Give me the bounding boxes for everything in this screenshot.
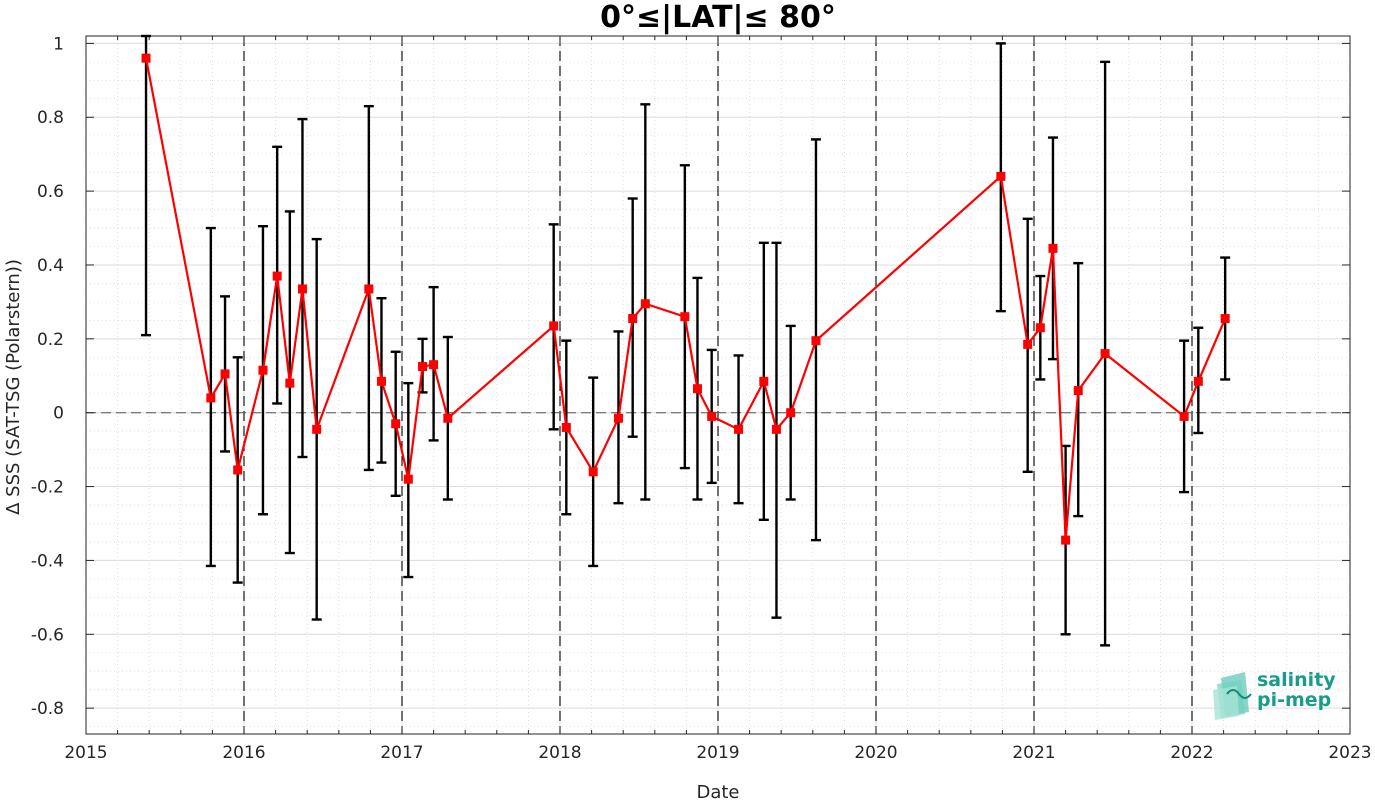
data-point-marker <box>1100 349 1110 359</box>
x-tick-label: 2023 <box>1328 743 1371 763</box>
data-point-marker <box>613 413 623 423</box>
data-point-marker <box>1073 386 1083 396</box>
y-tick-label: -0.6 <box>31 625 64 645</box>
data-point-marker <box>1035 323 1045 333</box>
data-point-marker <box>220 369 230 379</box>
logo-line2: pi-mep <box>1257 689 1331 711</box>
y-tick-label: 0.6 <box>37 182 64 202</box>
data-point-marker <box>786 408 796 418</box>
data-point-marker <box>312 424 322 434</box>
data-point-marker <box>364 284 374 294</box>
series-markers <box>141 53 1230 545</box>
data-point-marker <box>272 271 282 281</box>
data-point-marker <box>734 424 744 434</box>
data-point-marker <box>141 53 151 63</box>
data-point-marker <box>297 284 307 294</box>
x-tick-label: 2016 <box>222 743 265 763</box>
x-tick-label: 2015 <box>64 743 107 763</box>
data-point-marker <box>429 360 439 370</box>
salinity-pi-mep-logo: salinity pi-mep <box>1213 669 1336 720</box>
data-point-marker <box>707 411 717 421</box>
data-point-marker <box>628 314 638 324</box>
x-tick-label: 2021 <box>1012 743 1055 763</box>
data-point-marker <box>258 365 268 375</box>
y-tick-label: 0.8 <box>37 108 64 128</box>
x-tick-label: 2022 <box>1170 743 1213 763</box>
y-tick-label: 1 <box>53 34 64 54</box>
data-point-marker <box>443 413 453 423</box>
data-point-marker <box>588 467 598 477</box>
data-point-marker <box>376 376 386 386</box>
x-tick-label: 2018 <box>538 743 581 763</box>
x-tick-label: 2020 <box>854 743 897 763</box>
data-point-marker <box>1220 314 1230 324</box>
x-axis-title: Date <box>696 782 739 801</box>
y-tick-labels: -0.8 -0.6 -0.4 -0.2 0 0.2 0.4 0.6 0.8 1 <box>31 34 64 719</box>
data-point-marker <box>1023 339 1033 349</box>
data-point-marker <box>403 474 413 484</box>
y-tick-label: -0.2 <box>31 478 64 498</box>
y-tick-label: -0.4 <box>31 551 64 571</box>
axis-ticks <box>85 36 1351 734</box>
series-line <box>144 57 1227 541</box>
data-point-marker <box>561 422 571 432</box>
data-point-marker <box>206 393 216 403</box>
data-point-marker <box>771 424 781 434</box>
y-axis-title: Δ SSS (SAT-TSG (Polarstern)) <box>3 259 24 515</box>
data-point-marker <box>285 378 295 388</box>
y-tick-label: -0.8 <box>31 699 64 719</box>
data-point-marker <box>1061 535 1071 545</box>
x-tick-label: 2017 <box>380 743 423 763</box>
data-point-marker <box>1179 411 1189 421</box>
data-point-marker <box>759 376 769 386</box>
y-tick-label: 0.4 <box>37 256 64 276</box>
data-point-marker <box>1048 243 1058 253</box>
data-point-marker <box>640 299 650 309</box>
x-tick-labels: 2015 2016 2017 2018 2019 2020 2021 2022 2023 <box>64 743 1371 763</box>
chart-title: 0°≤|LAT|≤ 80° <box>600 0 836 35</box>
data-point-marker <box>418 362 428 372</box>
error-bar <box>141 34 152 337</box>
data-point-marker <box>391 419 401 429</box>
y-tick-label: 0.2 <box>37 330 64 350</box>
logo-line1: salinity <box>1257 669 1336 691</box>
data-point-marker <box>233 465 243 475</box>
data-point-marker <box>1193 376 1203 386</box>
data-point-marker <box>692 384 702 394</box>
data-point-marker <box>811 336 821 346</box>
wave-icon <box>1213 672 1252 720</box>
data-point-marker <box>996 171 1006 181</box>
x-tick-label: 2019 <box>696 743 739 763</box>
data-point-marker <box>680 312 690 322</box>
data-point-marker <box>549 321 559 331</box>
y-tick-label: 0 <box>53 404 64 424</box>
